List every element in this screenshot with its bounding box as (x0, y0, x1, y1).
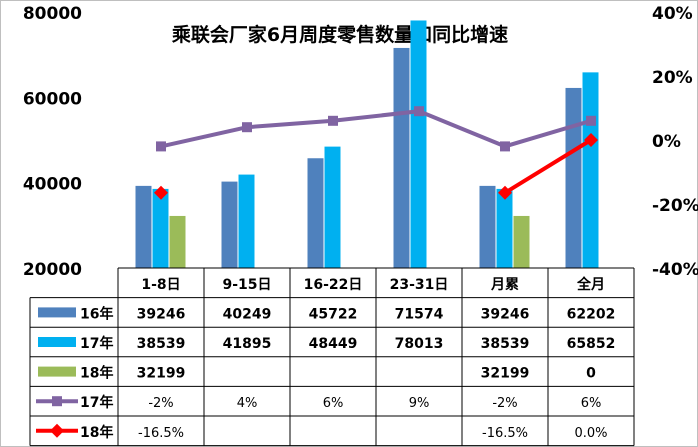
data-label: 38539 (137, 336, 186, 352)
bar-16年-23-31日 (393, 47, 410, 269)
marker-square (328, 115, 338, 126)
data-label: 65852 (567, 336, 616, 352)
data-label: -2% (148, 396, 173, 411)
y-tick-label-right: -20% (652, 196, 698, 216)
bar-16年-9-15日 (221, 181, 238, 268)
marker-diamond (154, 185, 168, 200)
data-label: 4% (237, 396, 258, 411)
category-label: 23-31日 (390, 277, 449, 293)
data-label: 41895 (223, 336, 272, 352)
data-label: -2% (492, 396, 517, 411)
category-label: 全月 (576, 276, 605, 293)
data-label: 71574 (395, 306, 444, 322)
marker-square (586, 115, 596, 126)
category-label: 月累 (490, 277, 519, 293)
bar-17年-23-31日 (410, 20, 427, 268)
y-tick-label-left: 80000 (23, 4, 82, 24)
bar-17年-1-8日 (152, 188, 169, 268)
bar-16年-月累 (479, 185, 496, 268)
data-label: 0 (586, 366, 596, 382)
y-tick-label-right: 0% (652, 132, 681, 152)
line-17年-growth (160, 109, 592, 149)
marker-square (242, 122, 252, 133)
y-tick-label-left: 60000 (23, 89, 82, 109)
legend-key-16年 (38, 307, 76, 318)
chart-title: 乘联会厂家6月周度零售数量和同比增速 (171, 23, 508, 46)
data-label: -16.5% (138, 426, 184, 441)
data-label: 32199 (137, 366, 186, 382)
data-label: 62202 (567, 306, 616, 322)
legend-label: 18年 (80, 424, 113, 441)
data-label: 9% (409, 396, 430, 411)
marker-square (414, 106, 424, 117)
data-label: -16.5% (482, 426, 528, 441)
data-label: 0.0% (574, 426, 607, 441)
bar-18年-1-8日 (169, 215, 186, 268)
bar-18年-月累 (513, 215, 530, 268)
legend-label: 18年 (80, 365, 113, 382)
data-label: 45722 (309, 306, 358, 322)
legend-label: 17年 (80, 335, 113, 352)
bar-17年-全月 (582, 72, 599, 268)
line-18年-growth (503, 138, 593, 195)
bar-16年-1-8日 (135, 185, 152, 268)
bar-17年-16-22日 (324, 146, 341, 268)
y-tick-label-left: 40000 (23, 175, 82, 195)
y-tick-label-right: -40% (652, 260, 698, 280)
legend-label: 16年 (80, 305, 113, 322)
bar-16年-16-22日 (307, 158, 324, 268)
data-label: 40249 (223, 306, 272, 322)
bar-17年-月累 (496, 188, 513, 268)
legend-marker (50, 423, 64, 438)
data-label: 39246 (137, 306, 186, 322)
legend-key-17年 (38, 337, 76, 347)
data-label: 38539 (481, 336, 530, 352)
legend-marker (52, 396, 62, 407)
marker-square (500, 141, 510, 152)
marker-diamond (498, 185, 512, 200)
category-label: 9-15日 (222, 277, 271, 293)
bar-17年-9-15日 (238, 174, 255, 268)
data-label: 6% (323, 396, 344, 411)
y-tick-label-right: 20% (652, 68, 693, 88)
category-label: 1-8日 (141, 277, 180, 293)
data-label: 78013 (395, 336, 444, 352)
legend-key-18年 (38, 366, 76, 377)
marker-square (156, 141, 166, 152)
data-label: 48449 (309, 336, 358, 352)
y-tick-label-right: 40% (652, 4, 693, 24)
bar-16年-全月 (565, 87, 582, 268)
category-label: 16-22日 (304, 277, 363, 293)
data-label: 6% (581, 396, 602, 411)
data-label: 39246 (481, 306, 530, 322)
data-label: 32199 (481, 366, 530, 382)
y-tick-label-left: 20000 (23, 260, 82, 280)
marker-diamond (584, 133, 598, 147)
legend-label: 17年 (80, 394, 113, 411)
